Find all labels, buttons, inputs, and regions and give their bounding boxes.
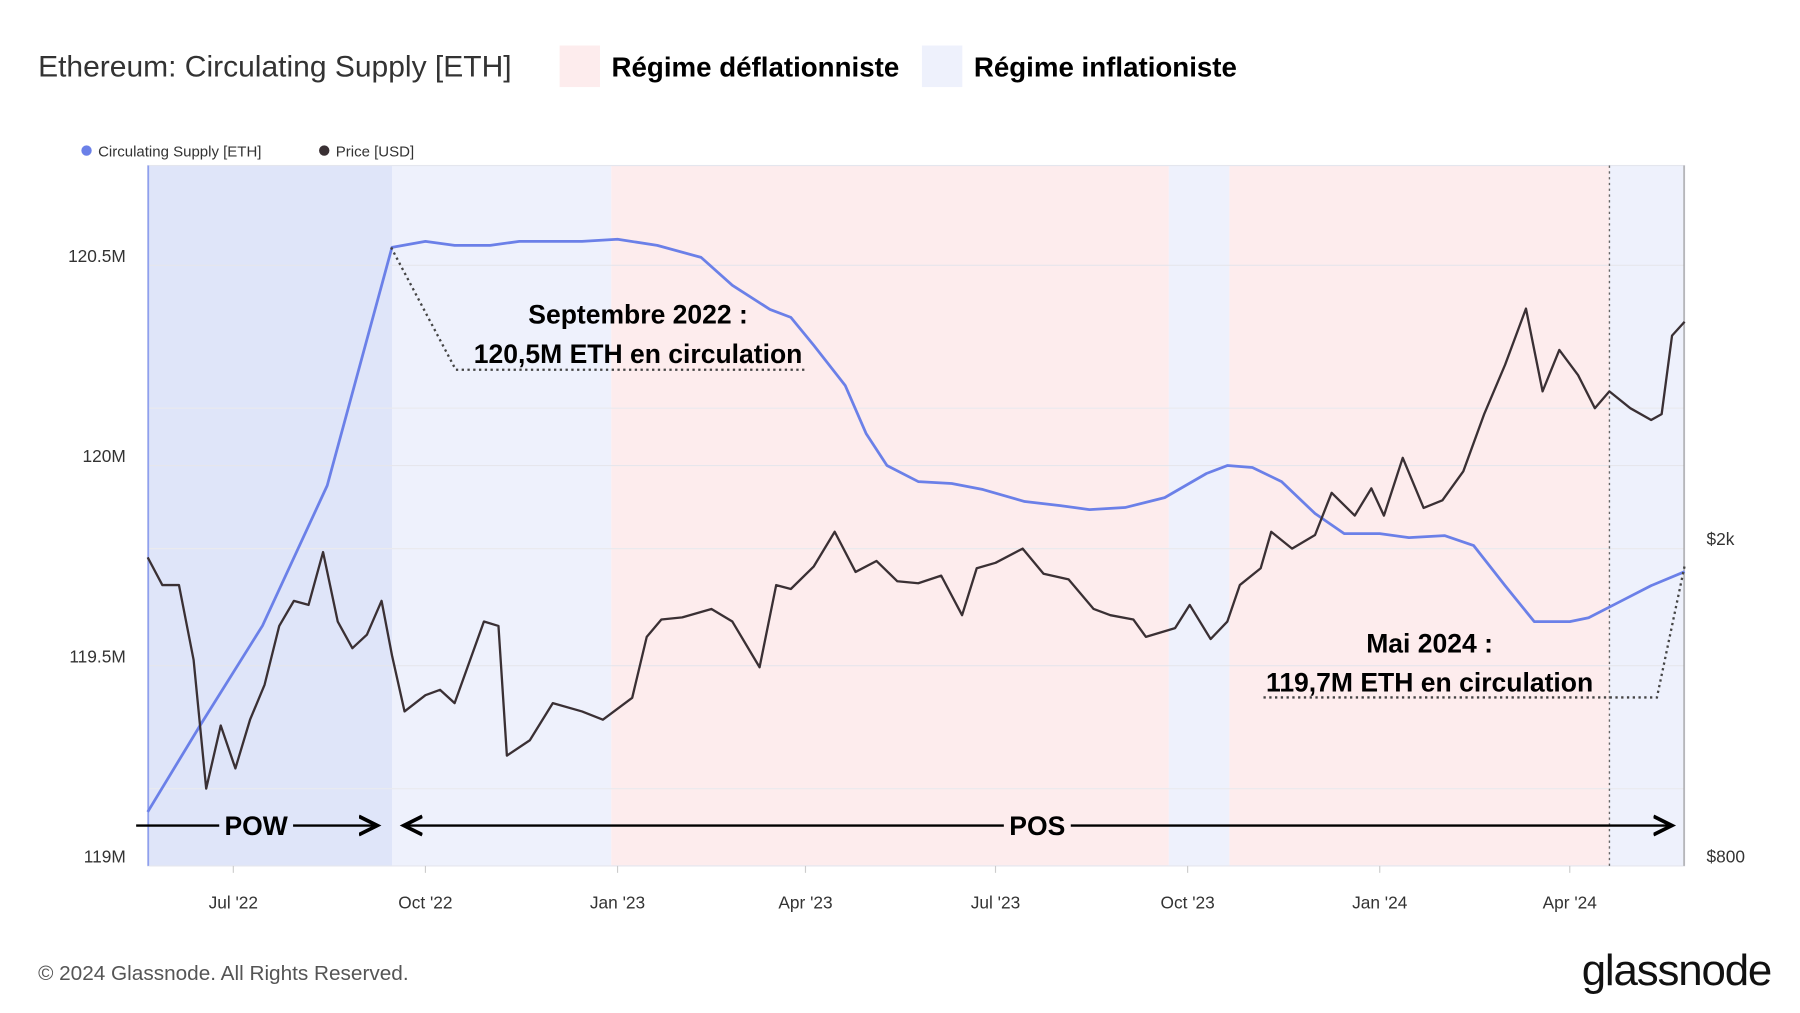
supply-legend-label[interactable]: Circulating Supply [ETH] xyxy=(98,143,261,160)
price-series-line xyxy=(146,307,1686,790)
pos-label: POS xyxy=(1009,811,1065,841)
regime-region xyxy=(392,165,612,866)
regime-region xyxy=(147,165,393,866)
price-legend-label[interactable]: Price [USD] xyxy=(336,143,414,160)
annotation-may-2024-leader xyxy=(1263,565,1686,699)
annotation-sep-2022-leader xyxy=(390,246,806,371)
regime-region xyxy=(1609,165,1685,866)
x-tick-label: Jan '23 xyxy=(590,893,645,913)
regime-region xyxy=(611,165,1169,866)
x-tick-label: Jan '24 xyxy=(1352,893,1408,913)
left-axis-ticks: 119M 119.5M 120M 120.5M xyxy=(68,246,126,867)
price-legend-dot[interactable] xyxy=(319,145,330,156)
x-tick-label: Oct '23 xyxy=(1160,893,1214,913)
regime-regions xyxy=(147,165,1685,866)
right-axis-ticks: $800 $2k xyxy=(1707,529,1745,866)
glassnode-logo: glassnode xyxy=(1582,946,1771,995)
supply-series-line xyxy=(146,237,1686,813)
inflation-legend-label: Régime inflationiste xyxy=(974,52,1237,83)
left-tick-label: 119M xyxy=(84,846,126,866)
annotation-may-2024-line1: Mai 2024 : xyxy=(1366,628,1493,658)
annotation-may-2024-line2: 119,7M ETH en circulation xyxy=(1266,668,1593,698)
x-tick-label: Jul '22 xyxy=(209,893,258,913)
regime-region xyxy=(1229,165,1610,866)
deflation-swatch xyxy=(559,45,600,88)
annotation-sep-2022-line1: Septembre 2022 : xyxy=(528,300,748,330)
left-tick-label: 120.5M xyxy=(68,246,126,266)
supply-legend-dot[interactable] xyxy=(81,145,92,156)
deflation-legend-label: Régime déflationniste xyxy=(612,52,900,83)
inflation-swatch xyxy=(921,45,963,88)
regime-region xyxy=(1168,165,1230,866)
x-tick-label: Jul '23 xyxy=(971,893,1020,913)
x-tick-label: Apr '24 xyxy=(1543,893,1598,913)
x-tick-label: Apr '23 xyxy=(778,893,832,913)
pow-label: POW xyxy=(224,811,287,841)
right-tick-label: $800 xyxy=(1707,846,1745,866)
gridlines xyxy=(147,264,1685,790)
copyright: © 2024 Glassnode. All Rights Reserved. xyxy=(38,962,409,985)
x-axis-ticks: Jul '22 Oct '22 Jan '23 Apr '23 Jul '23 Oct '… xyxy=(209,865,1598,913)
left-tick-label: 120M xyxy=(82,446,125,466)
annotation-sep-2022-line2: 120,5M ETH en circulation xyxy=(474,339,803,369)
right-tick-label: $2k xyxy=(1707,529,1735,549)
left-tick-label: 119.5M xyxy=(69,646,125,666)
x-tick-label: Oct '22 xyxy=(398,893,452,913)
chart-title: Ethereum: Circulating Supply [ETH] xyxy=(38,51,512,84)
